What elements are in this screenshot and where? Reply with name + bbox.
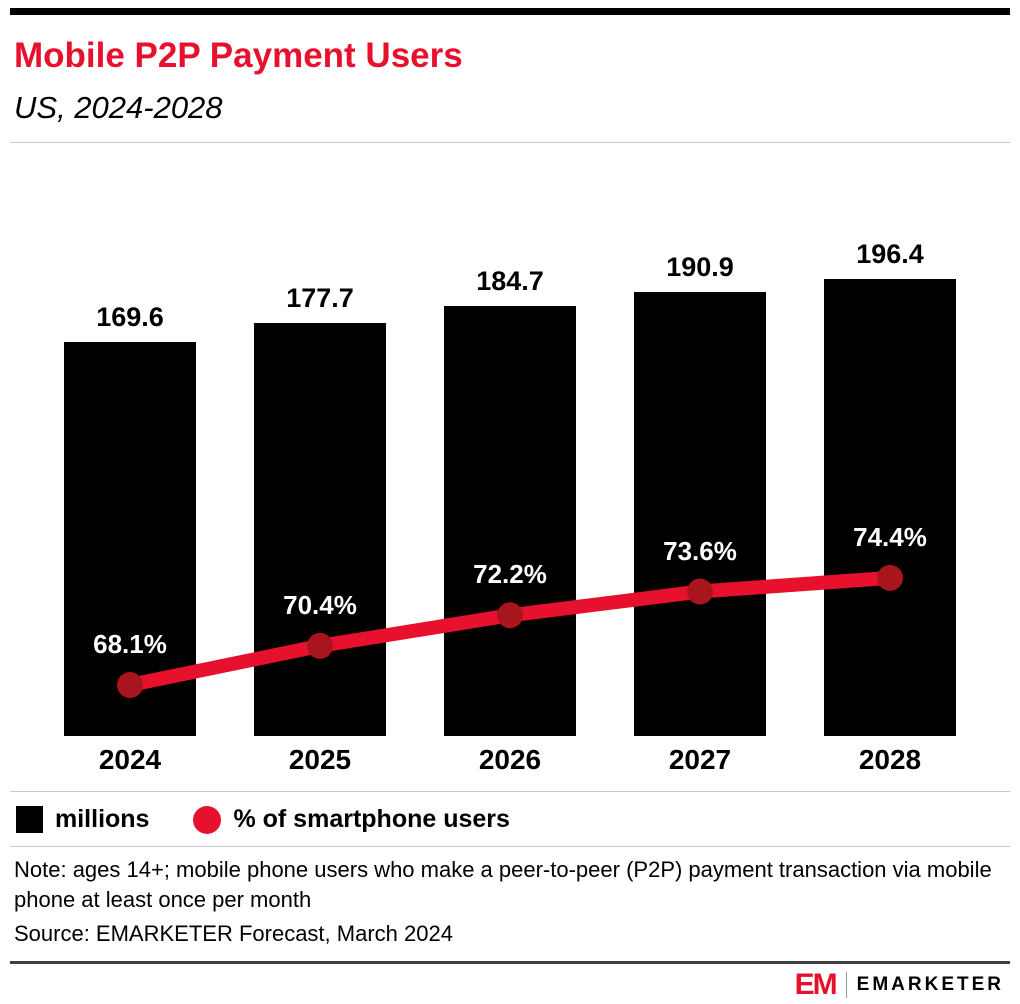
bar-line-chart: 169.6 2024 68.1% 177.7 2025 70.4% 184.7 2026 72.… <box>35 221 985 791</box>
page-subtitle: US, 2024-2028 <box>14 90 223 125</box>
header-divider <box>10 142 1010 144</box>
source-text: Source: EMARKETER Forecast, March 2024 <box>14 921 453 946</box>
line-point <box>117 672 143 699</box>
line-point <box>687 578 713 605</box>
note-text: Note: ages 14+; mobile phone users who m… <box>14 857 992 913</box>
emarketer-logo-mark: EM <box>794 967 838 1001</box>
legend-item-millions: millions <box>16 805 149 834</box>
legend-bottom-divider <box>10 846 1010 848</box>
trend-line-layer <box>117 565 903 699</box>
notes-block: Note: ages 14+; mobile phone users who m… <box>0 847 1020 961</box>
legend-label-percent: % of smartphone users <box>233 805 510 834</box>
bar-value-label: 169.6 <box>96 301 164 332</box>
legend-circle-swatch <box>193 805 222 834</box>
x-axis-label: 2025 <box>288 744 352 776</box>
legend-item-percent: % of smartphone users <box>193 805 510 834</box>
bar <box>254 322 386 737</box>
line-value-label: 68.1% <box>93 629 167 660</box>
bar-value-label: 190.9 <box>666 251 734 282</box>
line-point <box>877 565 903 592</box>
line-point <box>497 602 523 629</box>
footer-divider <box>10 960 1010 964</box>
line-value-label: 74.4% <box>853 522 927 553</box>
logo-divider <box>845 971 847 998</box>
line-point <box>307 633 333 660</box>
line-value-label: 72.2% <box>473 559 547 590</box>
line-value-label: 70.4% <box>283 590 357 621</box>
bar-value-label: 196.4 <box>856 239 924 270</box>
legend-square-swatch <box>16 806 43 834</box>
chart-header: Mobile P2P Payment Users US, 2024-2028 <box>0 15 1020 126</box>
bar <box>444 306 576 737</box>
bar <box>634 292 766 737</box>
chart-legend: millions % of smartphone users <box>0 792 1020 846</box>
x-axis-label: 2024 <box>98 744 162 776</box>
line-value-label: 73.6% <box>663 535 737 566</box>
emarketer-brand-text: EMARKETER <box>856 973 1004 995</box>
bar-value-label: 177.7 <box>286 282 354 313</box>
top-rule <box>10 8 1010 15</box>
bar <box>824 279 956 737</box>
page-title: Mobile P2P Payment Users <box>14 36 463 75</box>
x-axis-label: 2028 <box>858 744 922 776</box>
legend-top-divider <box>10 791 1010 793</box>
bar-value-label: 184.7 <box>476 266 544 297</box>
x-axis-label: 2026 <box>478 744 542 776</box>
x-axis-label: 2027 <box>668 744 732 776</box>
legend-label-millions: millions <box>55 805 150 834</box>
